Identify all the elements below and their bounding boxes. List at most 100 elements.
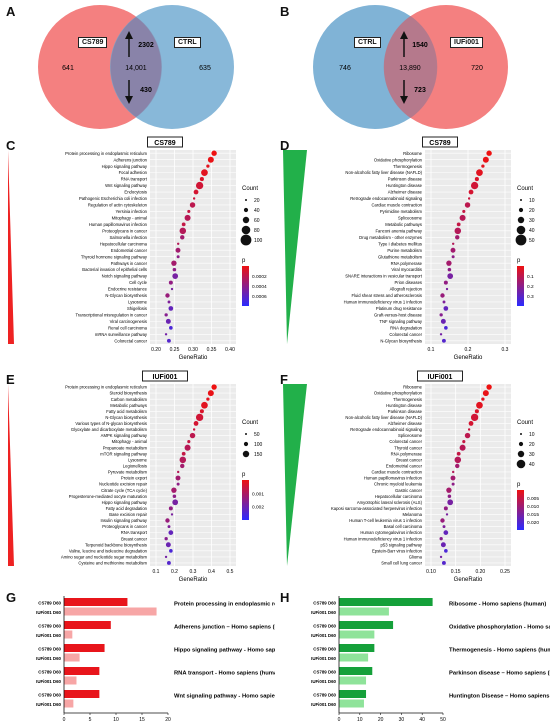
enrichment-dot	[440, 518, 445, 523]
term-label: Base excision repair	[109, 512, 147, 517]
bar	[339, 598, 433, 606]
enrichment-dot	[451, 470, 455, 474]
bar-group-label: Oxidative phosphorylation - Homo sapiens…	[449, 625, 550, 631]
enrichment-dot	[451, 482, 455, 486]
enrichment-dot	[172, 267, 177, 272]
enrichment-dot	[175, 475, 181, 481]
bar	[339, 653, 369, 662]
enrichment-dot	[199, 177, 204, 182]
enrichment-dot	[207, 156, 214, 163]
term-label: Breast cancer	[121, 536, 147, 541]
term-label: p53 signaling pathway	[381, 542, 423, 547]
legend-p-gradient	[242, 266, 249, 306]
bar-group-label: Parkinson disease – Homo sapiens (human)	[449, 671, 550, 677]
x-tick-label: 0.3	[502, 347, 509, 353]
term-label: Colorectal cancer	[114, 338, 147, 343]
legend-size-dot	[517, 450, 525, 458]
enrichment-dot	[464, 202, 471, 208]
legend-count-label: 100	[254, 238, 263, 244]
venn-b-left-count: 746	[339, 65, 351, 72]
term-label: Epstein-Barr virus infection	[372, 548, 423, 553]
term-label: Metabolic pathways	[110, 403, 147, 408]
enrichment-dot	[206, 397, 210, 401]
term-label: Spliceosome	[398, 216, 423, 221]
enrichment-dot	[169, 326, 173, 330]
term-label: RNA polymerase	[391, 261, 423, 266]
bar	[339, 690, 367, 698]
x-tick-label: 0.20	[475, 569, 485, 575]
rank-wedge	[8, 150, 14, 344]
term-label: Cysteine and methionine metabolism	[78, 561, 147, 566]
enrichment-dot	[441, 338, 446, 343]
bar	[339, 699, 364, 708]
venn-a-right-label: CTRL	[174, 37, 201, 48]
term-label: Protein export	[121, 476, 148, 481]
x-tick-label: 10	[357, 717, 363, 723]
x-tick-label: 0.40	[225, 347, 235, 353]
enrichment-dot	[175, 247, 181, 253]
enrichment-dot	[171, 487, 177, 493]
dotplot-title: IUFi001	[428, 374, 453, 381]
panel-label-h: H	[280, 590, 290, 605]
barchart-h: CS789 D60 IUFi001 D60 Ribosome - Homo sapi…	[311, 596, 550, 723]
venn-b-left-label: CTRL	[354, 37, 381, 48]
enrichment-dot	[447, 499, 454, 506]
term-label: N-Glycan biosynthesis	[105, 415, 147, 420]
term-label: Retrograde endocannabinoid signaling	[350, 427, 422, 432]
enrichment-dot	[474, 409, 479, 414]
bar	[339, 607, 389, 616]
bar-row-label: IUFi001 D60	[311, 610, 336, 615]
x-axis-label: GeneRatio	[454, 355, 483, 361]
dotplot-d: CS789 0.1 0.2 0.3 GeneRatio RibosomeOxidative…	[283, 136, 535, 361]
enrichment-dot	[459, 214, 466, 221]
term-label: Various types of N-glycan biosynthesis	[75, 421, 147, 426]
term-label: Human T-cell leukemia virus 1 infection	[349, 518, 422, 523]
legend-p-gradient	[517, 266, 524, 306]
bar	[64, 598, 128, 606]
term-label: Endocrine resistance	[108, 287, 148, 292]
term-label: Terpenoid backbone biosynthesis	[85, 542, 147, 547]
plot-area	[425, 384, 511, 566]
bar-row-label: IUFi001 D60	[36, 702, 61, 707]
panel-label-b: B	[280, 4, 290, 19]
dotplot-title-box	[147, 136, 183, 148]
legend-size-dot	[242, 450, 250, 458]
x-tick-label: 0.1	[153, 569, 160, 575]
bar-row-label: CS789 D60	[38, 670, 61, 675]
legend-p-title: p	[242, 258, 246, 264]
term-label: Hippo signaling pathway	[102, 164, 148, 169]
enrichment-dot	[164, 537, 168, 541]
enrichment-dot	[166, 338, 171, 343]
legend-p-label: 0.0004	[252, 284, 267, 290]
enrichment-dot	[179, 227, 187, 235]
bar-row-label: CS789 D60	[313, 601, 336, 606]
enrichment-dot	[447, 273, 454, 279]
enrichment-dot	[187, 209, 191, 214]
term-label: Basal cell carcinoma	[384, 524, 423, 529]
x-tick-label: 0.20	[151, 347, 161, 353]
legend-size-dot	[520, 199, 522, 201]
enrichment-dot	[201, 169, 208, 176]
term-label: Wnt signaling pathway	[105, 183, 148, 188]
legend-count-label: 30	[529, 218, 535, 224]
term-label: Allograft rejection	[390, 287, 423, 292]
term-label: Progesterone-mediated oocyte maturation	[69, 494, 148, 499]
term-label: Pathogenic Escherichia coli infection	[79, 196, 148, 201]
enrichment-dot	[176, 482, 180, 486]
term-label: Carbon metabolism	[111, 397, 148, 402]
bar-row-label: CS789 D60	[313, 624, 336, 629]
enrichment-dot	[443, 530, 449, 535]
legend-p-label: 0.3	[527, 294, 534, 300]
term-label: Thyroid hormone signaling pathway	[81, 254, 148, 259]
legend-count-label: 50	[254, 432, 260, 438]
enrichment-dot	[447, 494, 452, 499]
x-tick-label: 15	[139, 717, 145, 723]
bar	[64, 630, 73, 639]
enrichment-dot	[199, 409, 204, 414]
legend-count-label: 80	[254, 228, 260, 234]
enrichment-dot	[440, 318, 446, 324]
enrichment-dot	[171, 260, 177, 266]
bar-row-label: IUFi001 D60	[36, 610, 61, 615]
legend-size-dot	[243, 441, 249, 447]
dotplot-title-box	[142, 370, 188, 382]
